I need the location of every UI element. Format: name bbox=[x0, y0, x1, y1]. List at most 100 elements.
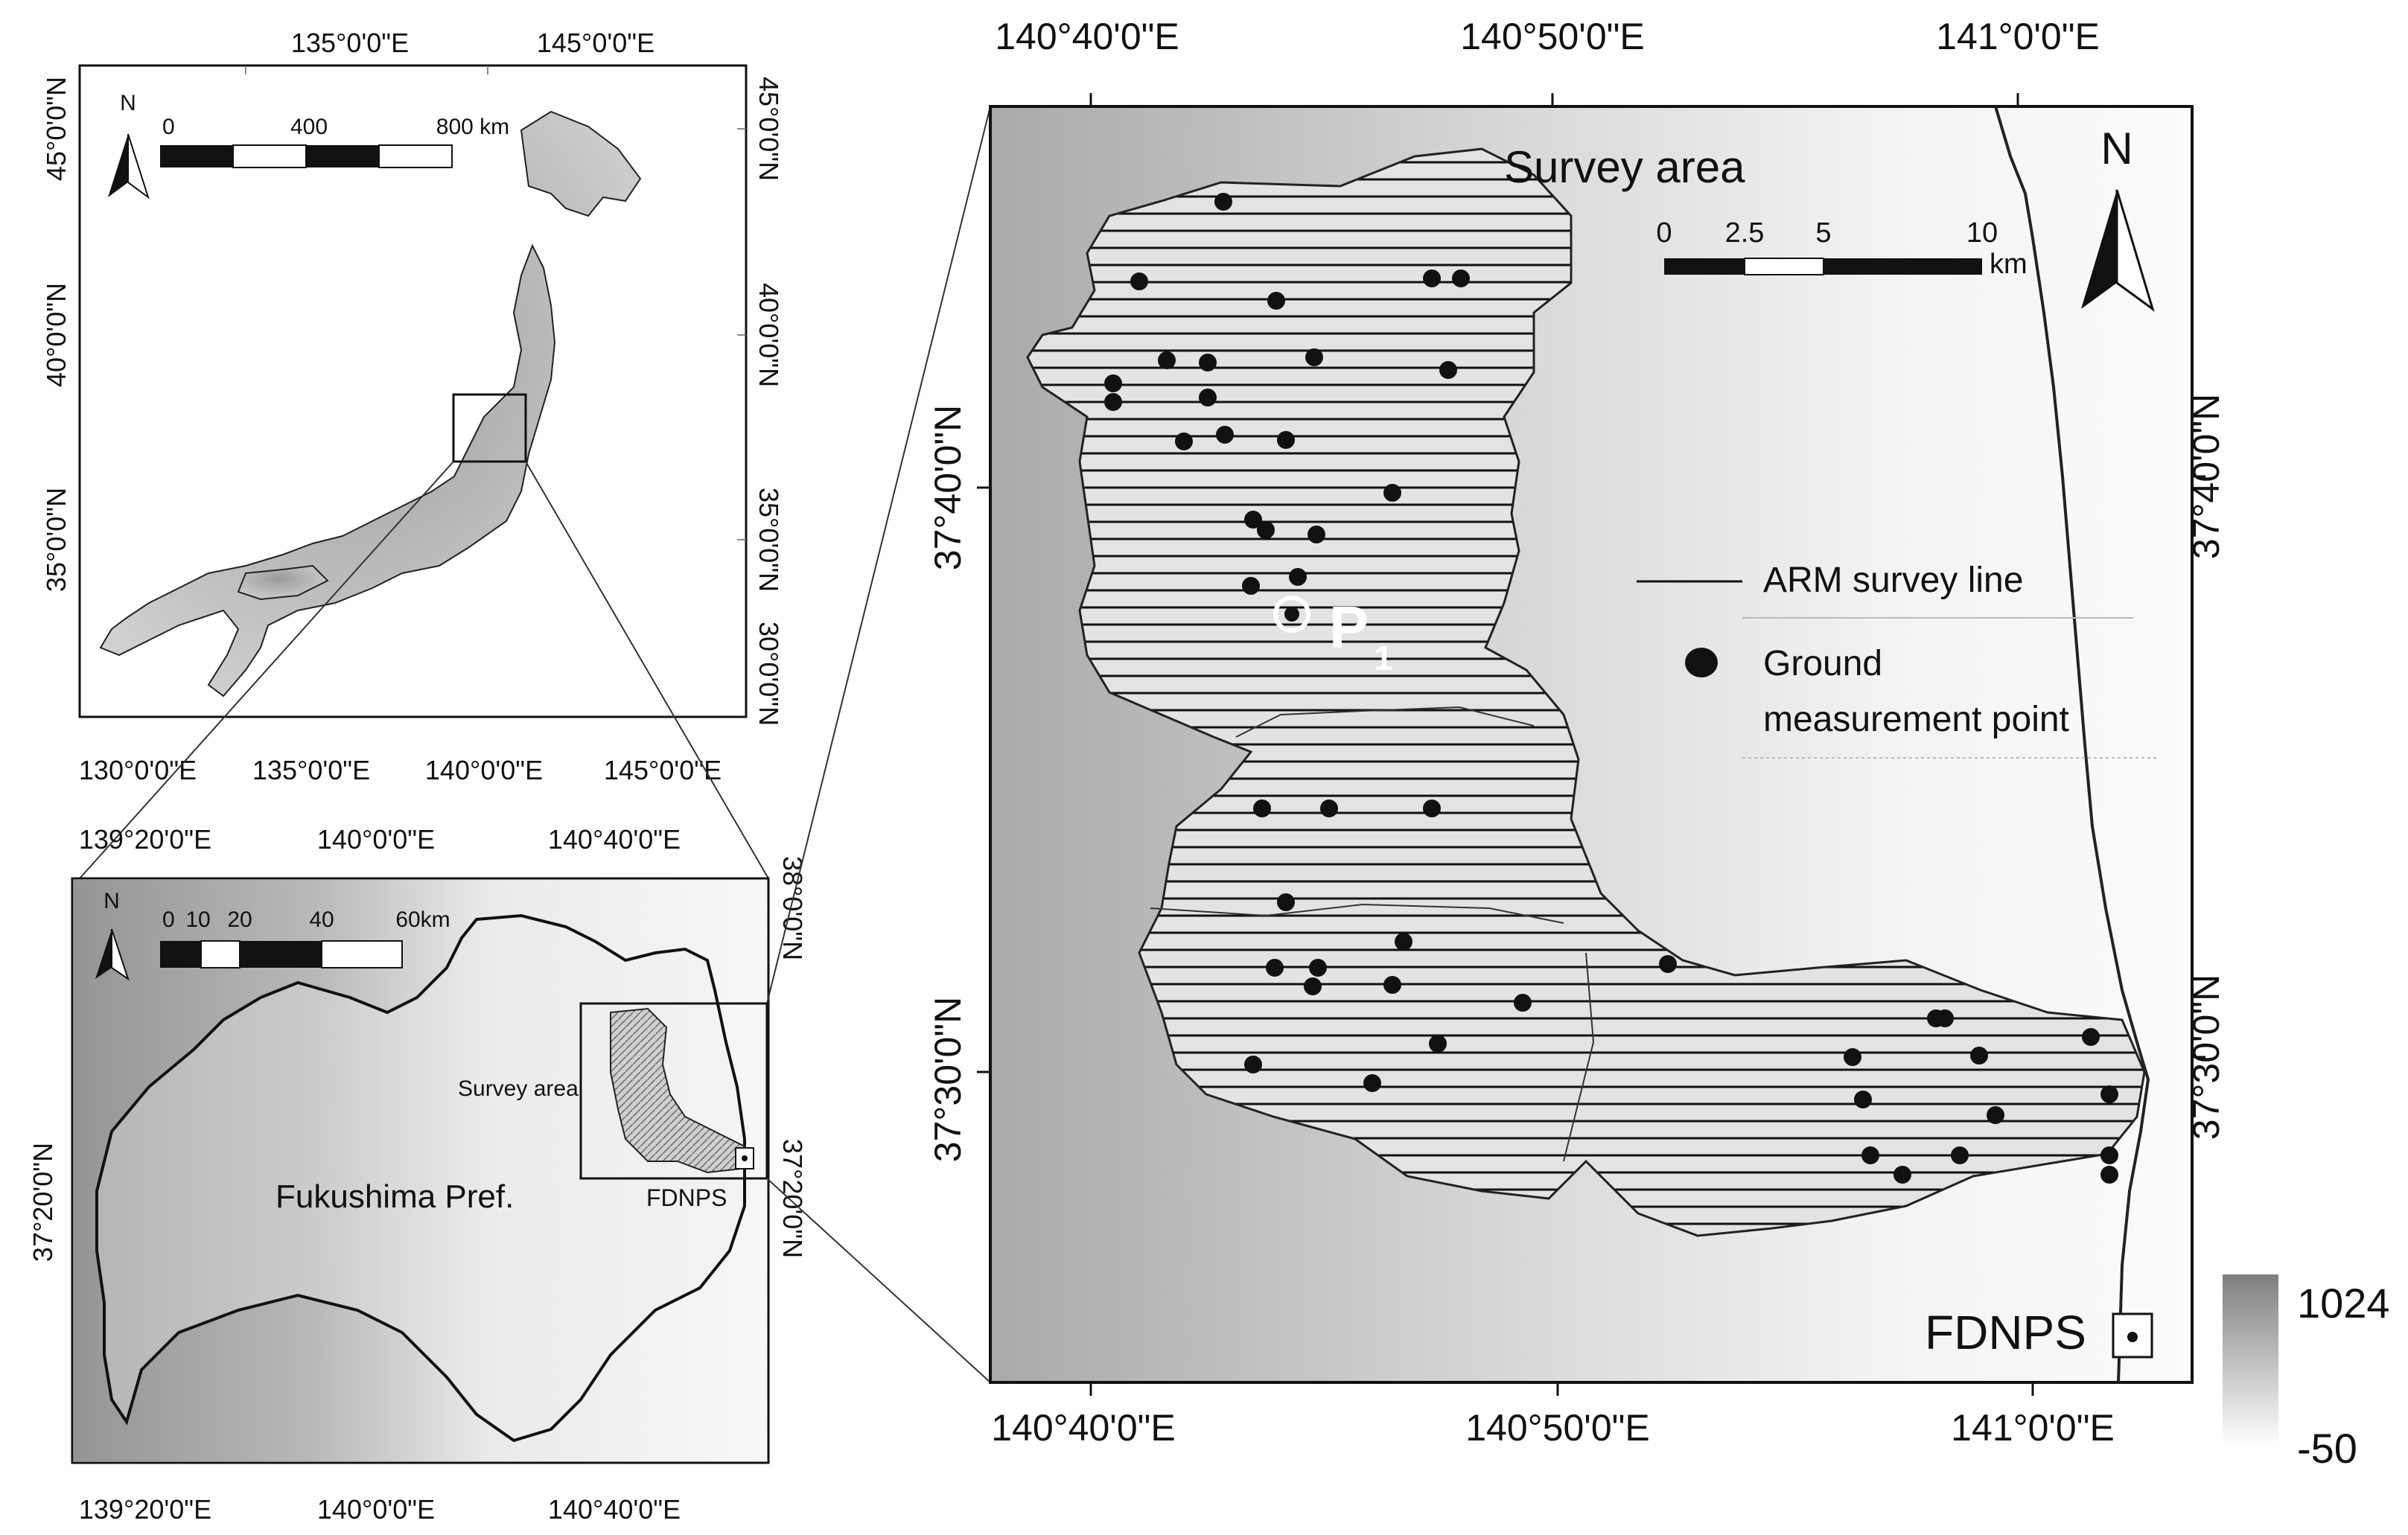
ground-measurement-point bbox=[1429, 1035, 1447, 1053]
fukushima-survey-area-label: Survey area bbox=[458, 1076, 579, 1101]
fukushima-bottom-tick-0: 139°20'0"E bbox=[79, 1494, 211, 1525]
fukushima-bottom-tick-2: 140°40'0"E bbox=[548, 1494, 681, 1525]
ground-measurement-point bbox=[1844, 1048, 1861, 1066]
ground-measurement-point bbox=[1266, 959, 1284, 977]
survey-left-tick-0: 37°40'0"N bbox=[927, 405, 969, 570]
legend-point-symbol bbox=[1685, 648, 1718, 677]
survey-bottom-tick-2: 141°0'0"E bbox=[1951, 1407, 2115, 1449]
survey-coastline bbox=[1994, 106, 2150, 1383]
fukushima-left-tick-0: 37°20'0"N bbox=[28, 1143, 58, 1262]
japan-left-tick-0: 45°0'0"N bbox=[41, 77, 71, 181]
ground-measurement-point bbox=[1175, 433, 1193, 450]
japan-top-tick-0: 135°0'0"E bbox=[291, 28, 409, 58]
fukushima-north-arrow-icon bbox=[95, 928, 130, 981]
ground-measurement-point bbox=[1257, 521, 1275, 539]
shikoku-island bbox=[237, 564, 329, 601]
ground-measurement-point bbox=[2100, 1166, 2118, 1184]
ground-measurement-point bbox=[1309, 959, 1327, 977]
legend-point-label-1: Ground bbox=[1763, 644, 1882, 683]
fukushima-scale-label-4: 60km bbox=[395, 907, 450, 932]
japan-bottom-tick-2: 140°0'0"E bbox=[425, 755, 543, 785]
survey-fdnps-dot bbox=[2127, 1332, 2138, 1342]
fukushima-north-label: N bbox=[103, 889, 120, 913]
ground-measurement-point bbox=[1951, 1146, 1969, 1164]
japan-left-tick-1: 40°0'0"N bbox=[41, 283, 71, 387]
fukushima-map: Fukushima Pref. Survey area FDNPS N 0 10… bbox=[28, 824, 808, 1525]
survey-right-tick-0: 37°40'0"N bbox=[2185, 394, 2227, 559]
japan-scale-bar bbox=[160, 144, 453, 168]
p1-center-dot bbox=[1284, 607, 1299, 622]
ground-measurement-point bbox=[1267, 292, 1285, 310]
ground-measurement-point bbox=[1439, 361, 1457, 379]
japan-north-arrow-icon bbox=[108, 133, 150, 200]
ground-measurement-point bbox=[1854, 1091, 1872, 1108]
ground-measurement-point bbox=[1970, 1047, 1988, 1065]
japan-top-tick-1: 145°0'0"E bbox=[537, 28, 654, 58]
fukushima-inset-box bbox=[579, 1002, 768, 1180]
ground-measurement-point bbox=[1199, 354, 1217, 371]
survey-tick-marks bbox=[977, 93, 2205, 1396]
ground-measurement-point bbox=[1452, 269, 1470, 287]
ground-measurement-point bbox=[2082, 1028, 2100, 1046]
survey-fdnps-label: FDNPS bbox=[1925, 1306, 2086, 1359]
elevation-min-label: -50 bbox=[2297, 1425, 2357, 1472]
ground-measurement-points bbox=[1104, 193, 2118, 1184]
japan-landmass bbox=[99, 110, 642, 698]
survey-bottom-tick-0: 140°40'0"E bbox=[991, 1407, 1176, 1449]
fukushima-right-tick-1: 37°20'0"N bbox=[777, 1139, 808, 1258]
fukushima-top-tick-1: 140°0'0"E bbox=[317, 824, 435, 855]
p1-subscript: 1 bbox=[1374, 639, 1393, 677]
fukushima-fdnps-dot bbox=[742, 1155, 748, 1161]
ground-measurement-point bbox=[1423, 269, 1441, 287]
ground-measurement-point bbox=[2100, 1085, 2118, 1103]
ground-measurement-point bbox=[1383, 484, 1401, 502]
japan-scale-label-2: 800 km bbox=[436, 115, 509, 139]
survey-scale-label-1: 2.5 bbox=[1725, 217, 1765, 249]
survey-legend: ARM survey line Ground measurement point bbox=[1637, 561, 2159, 759]
ground-measurement-point bbox=[1395, 933, 1412, 951]
fukushima-top-tick-2: 140°40'0"E bbox=[548, 824, 681, 855]
japan-scale-label-0: 0 bbox=[162, 115, 175, 139]
survey-scale-label-0: 0 bbox=[1656, 217, 1672, 249]
japan-right-tick-2: 35°0'0"N bbox=[754, 488, 784, 592]
survey-internal-boundaries bbox=[1150, 706, 1595, 1162]
ground-measurement-point bbox=[1289, 568, 1307, 586]
survey-title: Survey area bbox=[1504, 142, 1745, 192]
ground-measurement-point bbox=[1104, 374, 1122, 392]
ground-measurement-point bbox=[1304, 977, 1322, 995]
survey-scale-label-3: 10 bbox=[1966, 217, 1998, 249]
survey-bottom-tick-1: 140°50'0"E bbox=[1465, 1407, 1650, 1449]
fukushima-scale-label-2: 20 bbox=[227, 907, 252, 932]
ground-measurement-point bbox=[1214, 193, 1232, 211]
ground-measurement-point bbox=[1242, 577, 1260, 595]
survey-map: Survey area N 0 2.5 5 10 km ARM survey l… bbox=[927, 16, 2227, 1449]
japan-right-tick-1: 40°0'0"N bbox=[754, 283, 784, 387]
japan-bottom-tick-0: 130°0'0"E bbox=[79, 755, 197, 785]
survey-top-tick-1: 140°50'0"E bbox=[1460, 16, 1645, 57]
ground-measurement-point bbox=[1199, 389, 1217, 406]
ground-measurement-point bbox=[1861, 1146, 1879, 1164]
fukushima-prefecture-outline bbox=[95, 913, 746, 1443]
ground-measurement-point bbox=[1383, 976, 1401, 994]
survey-north-label: N bbox=[2100, 124, 2133, 173]
japan-inset-box bbox=[452, 393, 527, 463]
fukushima-bottom-tick-1: 140°0'0"E bbox=[317, 1494, 435, 1525]
ground-measurement-point bbox=[1363, 1074, 1381, 1092]
japan-graticule bbox=[245, 66, 746, 540]
ground-measurement-point bbox=[1244, 511, 1262, 529]
ground-measurement-point bbox=[1277, 431, 1295, 449]
elevation-gradient-bar bbox=[2223, 1274, 2278, 1446]
survey-scale-label-2: 5 bbox=[1815, 217, 1831, 249]
legend-point-label-2: measurement point bbox=[1763, 700, 2069, 739]
survey-connector-lines bbox=[766, 106, 991, 1383]
ground-measurement-point bbox=[1253, 800, 1271, 817]
fukushima-terrain bbox=[74, 880, 767, 1461]
survey-scale-unit: km bbox=[1990, 249, 2028, 280]
ground-measurement-point bbox=[1893, 1166, 1911, 1184]
ground-measurement-point bbox=[1307, 526, 1325, 543]
survey-scale-bar bbox=[1664, 258, 1982, 275]
japan-bottom-tick-1: 135°0'0"E bbox=[252, 755, 370, 785]
fukushima-scale-label-3: 40 bbox=[309, 907, 334, 932]
japan-scale-label-1: 400 bbox=[290, 115, 328, 139]
